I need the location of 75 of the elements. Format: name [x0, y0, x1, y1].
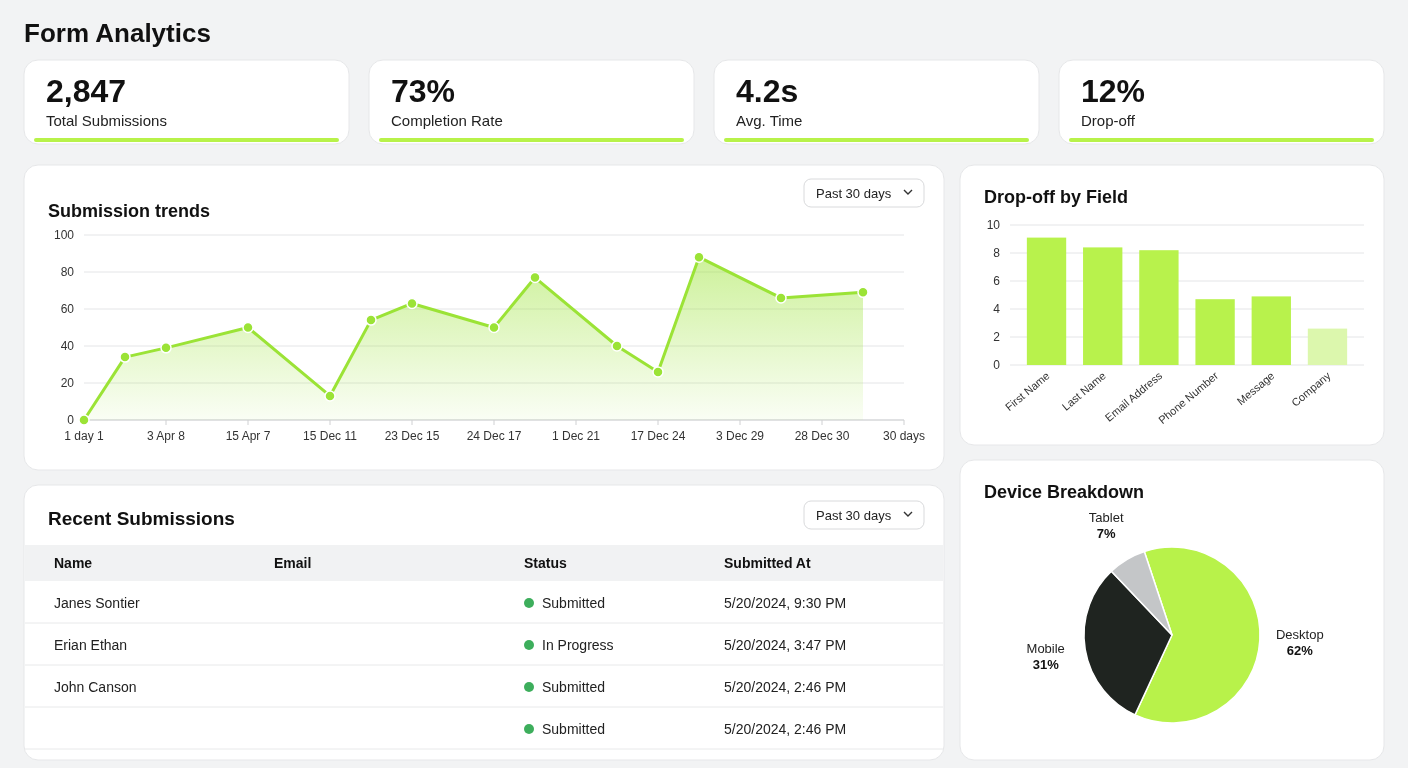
- bar: [1026, 237, 1067, 365]
- x-tick-label: 1 day 1: [64, 429, 104, 443]
- text: Completion Rate: [391, 112, 503, 129]
- category-label: Name: [54, 555, 93, 571]
- chart-title: Device Breakdown: [984, 482, 1145, 502]
- data-label: 7%: [1096, 526, 1117, 542]
- category-label: Email: [274, 555, 312, 571]
- slice-label: Tablet: [1088, 510, 1124, 526]
- text: 5/20/2024, 3:47 PM: [724, 637, 847, 653]
- y-tick-label: 10: [986, 218, 1001, 232]
- y-tick-label: 6: [993, 274, 1001, 288]
- text: 5/20/2024, 2:46 PM: [724, 721, 847, 737]
- y-tick-label: 20: [60, 376, 75, 390]
- chart-title: Submission trends: [48, 201, 211, 221]
- text: Recent Submissions: [48, 508, 235, 529]
- text: Submitted: [542, 721, 606, 737]
- x-tick-label: 15 Dec 11: [303, 429, 358, 443]
- y-tick-label: 0: [67, 413, 75, 427]
- chart-title: Drop-off by Field: [984, 187, 1128, 207]
- text: In Progress: [542, 637, 614, 653]
- text: 2,847: [46, 73, 127, 109]
- point: [160, 342, 172, 354]
- slice-label: Desktop: [1275, 627, 1324, 643]
- x-tick-label: 30 days: [882, 429, 926, 443]
- text: 5/20/2024, 9:30 PM: [724, 595, 847, 611]
- category-label: Janes Sontier: [54, 595, 140, 611]
- text: Past 30 days: [816, 508, 892, 523]
- y-tick-label: 60: [60, 302, 75, 316]
- point: [119, 351, 131, 363]
- point: [365, 314, 377, 326]
- text: Form Analytics: [24, 18, 211, 48]
- point: [652, 366, 664, 378]
- x-tick-label: 23 Dec 15: [384, 429, 440, 443]
- data-label: 62%: [1286, 643, 1314, 659]
- text: Past 30 days: [816, 186, 892, 201]
- point: [529, 271, 541, 284]
- y-tick-label: 4: [993, 302, 1001, 316]
- bar: [1139, 250, 1179, 365]
- y-tick-label: 2: [993, 330, 1001, 344]
- x-tick-label: 28 Dec 30: [794, 429, 850, 443]
- x-tick-label: 3 Apr 8: [146, 429, 186, 443]
- y-tick-label: 8: [993, 246, 1001, 260]
- data-label: 31%: [1032, 656, 1060, 672]
- x-tick-label: 3 Dec 29: [715, 429, 765, 443]
- bar: [1083, 247, 1123, 365]
- y-tick-label: 100: [53, 228, 75, 242]
- y-tick-label: 0: [993, 358, 1001, 372]
- point: [488, 321, 500, 334]
- text: 73%: [391, 73, 456, 109]
- bar: [1251, 296, 1291, 365]
- point: [324, 390, 336, 402]
- text: Submitted: [542, 679, 606, 695]
- category-label: Erian Ethan: [54, 637, 128, 653]
- x-tick-label: 24 Dec 17: [466, 429, 522, 443]
- text: 5/20/2024, 2:46 PM: [724, 679, 847, 695]
- y-tick-label: 80: [60, 265, 75, 279]
- category-label: Submitted At: [724, 555, 811, 571]
- point: [78, 414, 90, 426]
- category-label: John Canson: [54, 679, 137, 695]
- category-label: Status: [524, 555, 567, 571]
- x-tick-label: 17 Dec 24: [630, 429, 686, 443]
- point: [775, 292, 787, 304]
- text: 4.2s: [736, 73, 799, 109]
- x-tick-label: 15 Apr 7: [225, 429, 271, 443]
- text: Avg. Time: [736, 112, 803, 129]
- text: Submitted: [542, 595, 606, 611]
- text: Drop-off: [1081, 112, 1136, 129]
- bar: [1195, 299, 1235, 365]
- slice-label: Mobile: [1026, 640, 1065, 656]
- text: 12%: [1081, 73, 1146, 109]
- x-tick-label: 1 Dec 21: [551, 429, 601, 443]
- point: [611, 340, 623, 352]
- bar: [1307, 328, 1348, 365]
- text: Total Submissions: [46, 112, 167, 129]
- y-tick-label: 40: [60, 339, 75, 353]
